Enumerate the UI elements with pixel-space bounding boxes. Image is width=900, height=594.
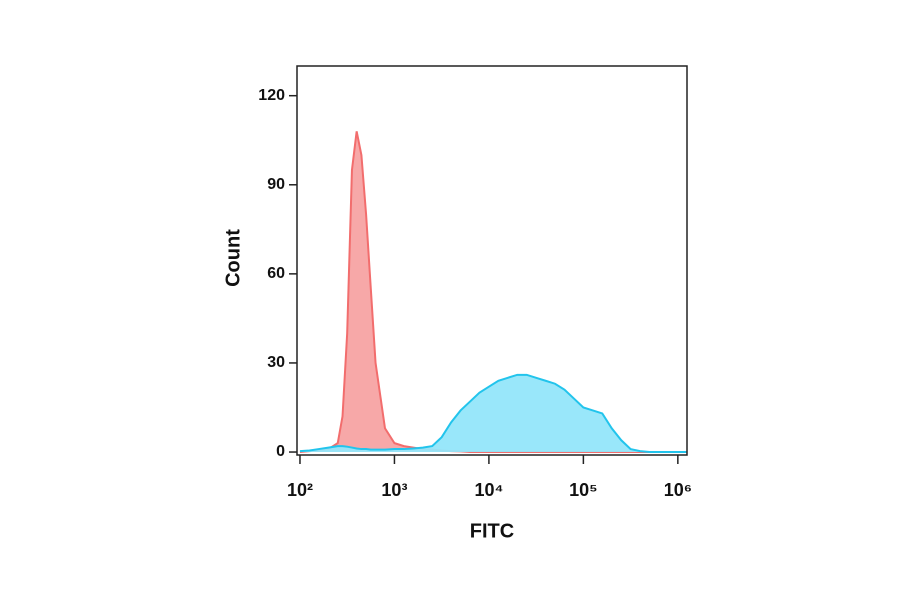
y-tick-label: 60 — [267, 265, 285, 282]
x-tick-label: 10⁴ — [474, 480, 503, 500]
x-axis-label: FITC — [470, 520, 514, 542]
area-line — [299, 131, 687, 454]
y-tick-label: 90 — [267, 176, 285, 193]
x-tick-label: 10² — [287, 480, 313, 500]
y-tick-label: 0 — [276, 443, 285, 460]
y-tick-label: 30 — [267, 354, 285, 371]
x-tick-label: 10⁶ — [664, 480, 692, 500]
y-axis-label: Count — [222, 229, 244, 287]
area-fill — [299, 374, 687, 453]
y-tick-label: 120 — [258, 87, 285, 104]
x-tick-label: 10⁵ — [569, 480, 597, 500]
area-line — [299, 373, 687, 454]
plot-frame — [296, 65, 688, 456]
x-tick-label: 10³ — [381, 480, 407, 500]
